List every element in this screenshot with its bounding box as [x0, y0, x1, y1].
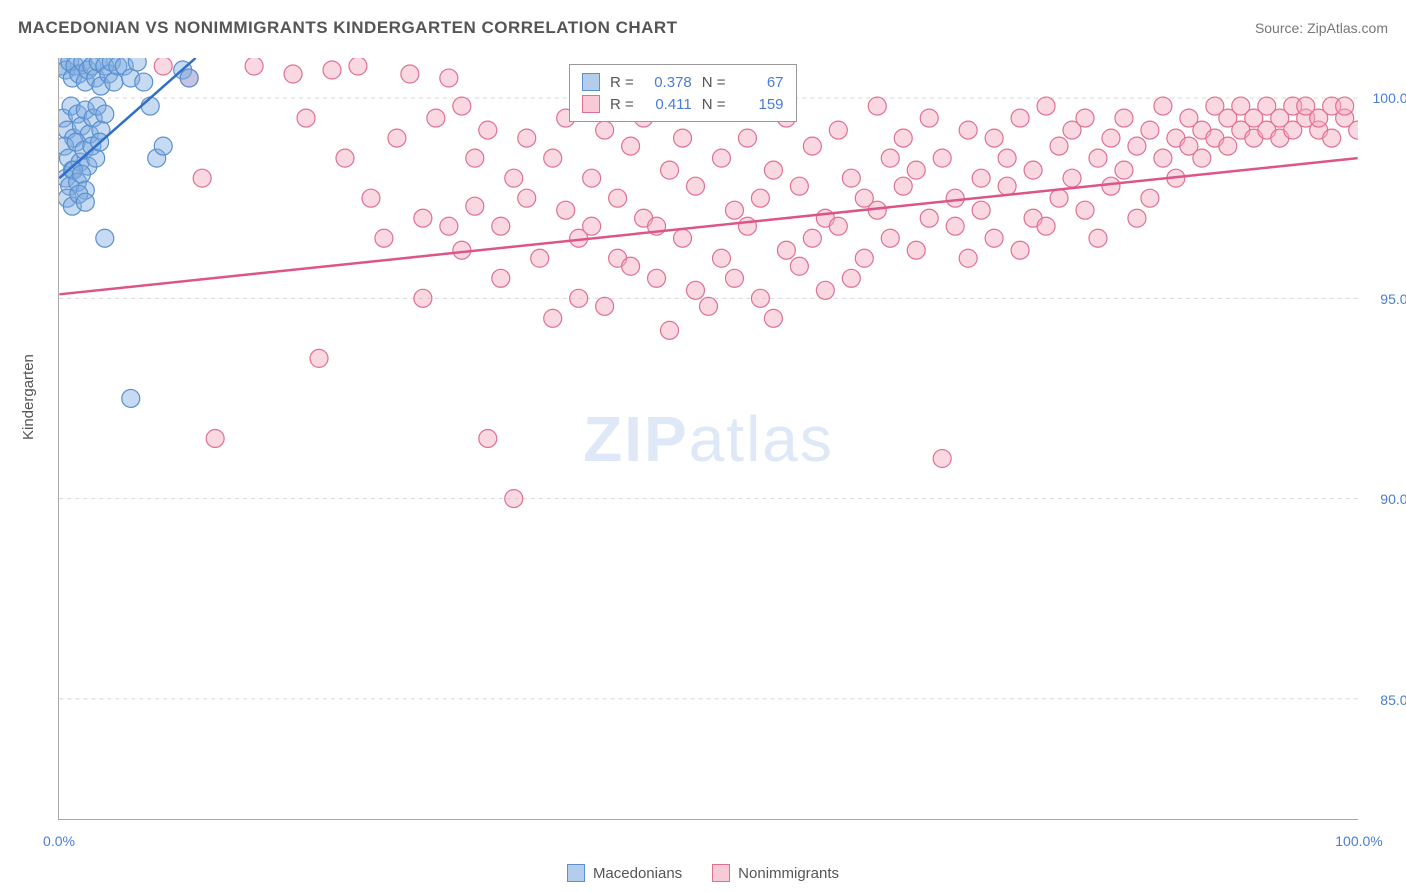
chart-header: MACEDONIAN VS NONIMMIGRANTS KINDERGARTEN… [18, 18, 1388, 38]
swatch-blue-icon [567, 864, 585, 882]
r-value-macedonians: 0.378 [644, 74, 692, 91]
y-tick-label: 100.0% [1373, 90, 1406, 106]
chart-source: Source: ZipAtlas.com [1255, 20, 1388, 36]
legend-item-nonimmigrants: Nonimmigrants [712, 864, 839, 882]
n-value-macedonians: 67 [736, 74, 784, 91]
swatch-pink-icon [712, 864, 730, 882]
x-tick-label: 0.0% [43, 833, 75, 849]
legend-item-macedonians: Macedonians [567, 864, 682, 882]
chart-title: MACEDONIAN VS NONIMMIGRANTS KINDERGARTEN… [18, 18, 678, 38]
y-tick-label: 90.0% [1380, 491, 1406, 507]
n-label: N = [702, 74, 726, 91]
legend-label-macedonians: Macedonians [593, 865, 682, 882]
stats-legend-box: R = 0.378 N = 67 R = 0.411 N = 159 [569, 64, 797, 122]
stats-row-macedonians: R = 0.378 N = 67 [582, 71, 784, 93]
bottom-legend: Macedonians Nonimmigrants [0, 864, 1406, 882]
swatch-pink-icon [582, 95, 600, 113]
r-label: R = [610, 74, 634, 91]
swatch-blue-icon [582, 73, 600, 91]
y-axis-label: Kindergarten [20, 354, 37, 440]
n-value-nonimmigrants: 159 [736, 96, 784, 113]
y-tick-label: 85.0% [1380, 692, 1406, 708]
r-label: R = [610, 96, 634, 113]
scatter-plot-svg [59, 58, 1358, 819]
chart-plot-area: ZIPatlas R = 0.378 N = 67 R = 0.411 N = … [58, 58, 1358, 820]
x-tick-label: 100.0% [1335, 833, 1382, 849]
stats-row-nonimmigrants: R = 0.411 N = 159 [582, 93, 784, 115]
n-label: N = [702, 96, 726, 113]
y-tick-label: 95.0% [1380, 291, 1406, 307]
r-value-nonimmigrants: 0.411 [644, 96, 692, 113]
legend-label-nonimmigrants: Nonimmigrants [738, 865, 839, 882]
